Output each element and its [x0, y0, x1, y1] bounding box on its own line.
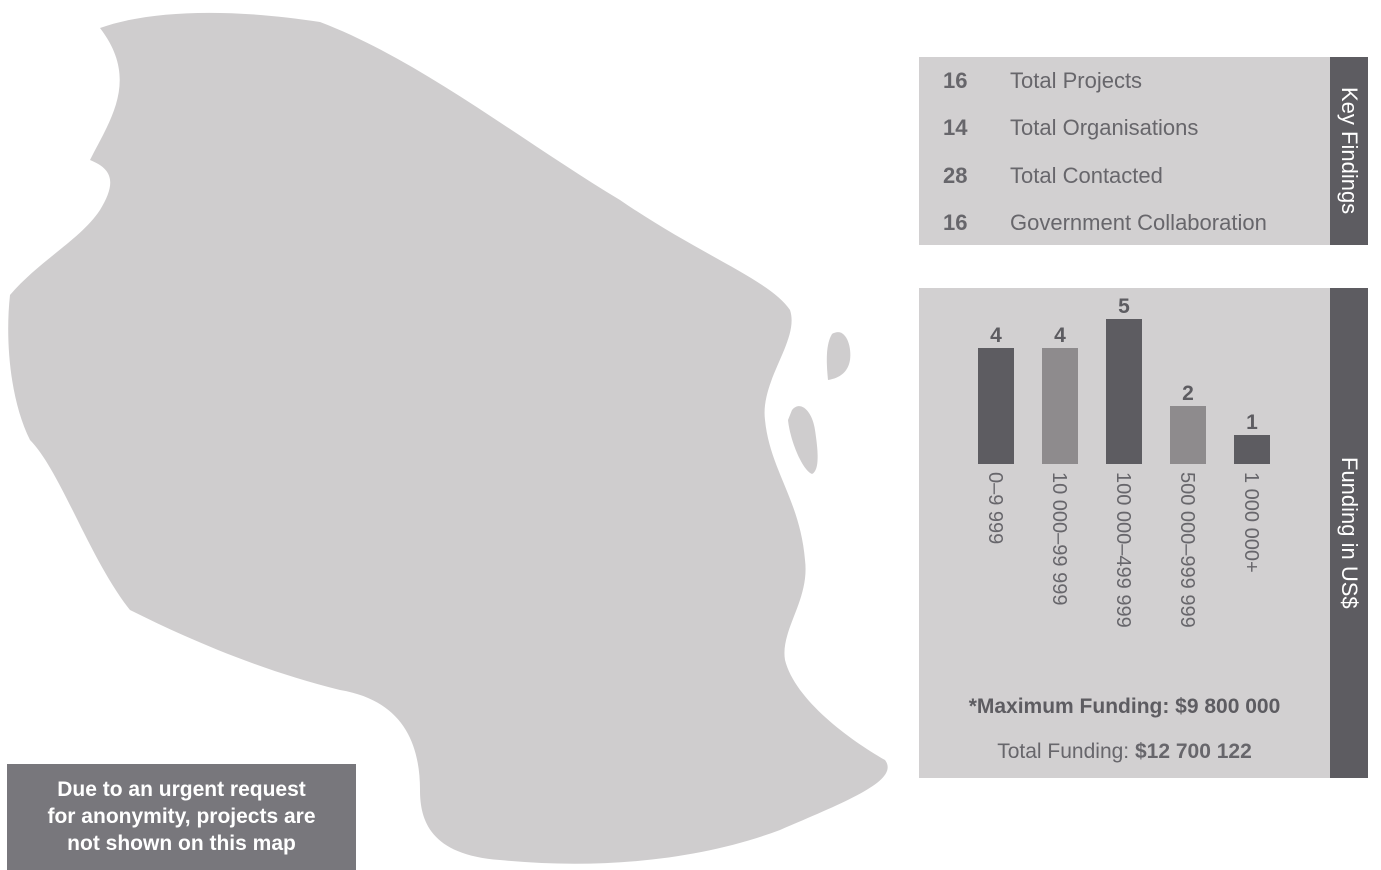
note-line: for anonymity, projects are [47, 805, 316, 828]
key-finding-row: 16 Total Projects [919, 61, 1330, 101]
bar-value-label: 5 [1118, 295, 1130, 318]
key-finding-label: Government Collaboration [1010, 210, 1267, 235]
key-finding-row: 14 Total Organisations [919, 108, 1330, 148]
key-finding-row: 28 Total Contacted [919, 156, 1330, 196]
bar-value-label: 4 [990, 324, 1002, 347]
funding-title: Funding in US$ [1337, 457, 1362, 609]
key-finding-label: Total Organisations [1010, 115, 1199, 140]
country-shape [8, 12, 888, 864]
funding-tab: Funding in US$ [1330, 288, 1368, 778]
key-finding-row: 16 Government Collaboration [919, 203, 1330, 243]
funding-bar-chart: 4 0–9 999 4 10 000–99 999 5 100 000–499 999 2 5… [978, 295, 1270, 628]
key-finding-value: 16 [943, 68, 968, 93]
key-findings-tab: Key Findings [1330, 57, 1368, 245]
bar-category-label: 0–9 999 [984, 472, 1006, 544]
funding-panel: 4 0–9 999 4 10 000–99 999 5 100 000–499 999 2 5… [919, 288, 1330, 778]
bar-category-label: 10 000–99 999 [1048, 472, 1070, 605]
note-line: Due to an urgent request [57, 778, 306, 801]
key-finding-label: Total Contacted [1010, 163, 1163, 188]
island-north [826, 332, 851, 380]
key-finding-label: Total Projects [1010, 68, 1143, 93]
funding-bar [1170, 406, 1206, 464]
bar-category-label: 100 000–499 999 [1112, 472, 1134, 628]
funding-bar [1234, 435, 1270, 464]
funding-bar [1042, 348, 1078, 464]
bar-category-label: 500 000–999 999 [1176, 472, 1198, 628]
max-funding-text: *Maximum Funding: $9 800 000 [968, 695, 1281, 718]
bar-value-label: 2 [1182, 382, 1194, 405]
total-funding-label: Total Funding: [997, 740, 1135, 763]
anonymity-note: Due to an urgent request for anonymity, … [7, 764, 356, 870]
key-finding-value: 14 [943, 115, 968, 140]
bar-category-label: 1 000 000+ [1240, 472, 1262, 573]
key-findings-title: Key Findings [1337, 87, 1362, 215]
funding-bar [1106, 319, 1142, 464]
island-south [788, 406, 818, 474]
key-finding-value: 16 [943, 210, 968, 235]
bar-value-label: 4 [1054, 324, 1066, 347]
funding-bar [978, 348, 1014, 464]
total-funding-text: Total Funding: $12 700 122 [919, 740, 1330, 764]
key-findings-panel: 16 Total Projects 14 Total Organisations… [919, 57, 1330, 245]
total-funding-value: $12 700 122 [1134, 740, 1252, 763]
bar-value-label: 1 [1246, 411, 1258, 434]
key-finding-value: 28 [943, 163, 968, 188]
note-line: not shown on this map [67, 832, 296, 855]
